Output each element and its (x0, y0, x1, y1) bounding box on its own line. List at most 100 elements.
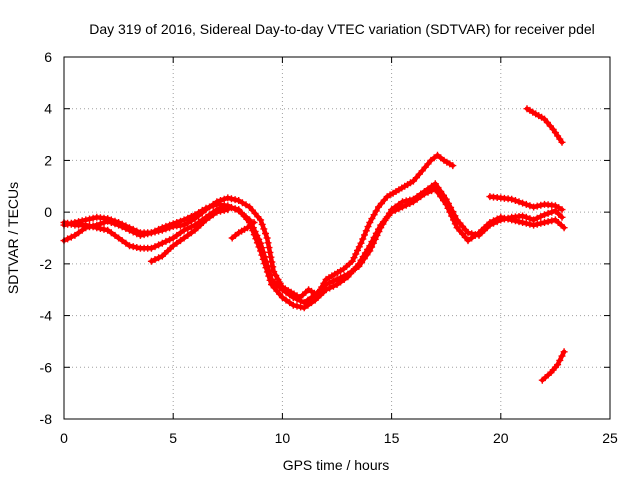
data-point (278, 294, 286, 301)
data-point (266, 276, 274, 284)
data-point (253, 239, 261, 247)
data-point (519, 219, 527, 226)
data-point (544, 209, 552, 217)
data-point (242, 201, 250, 209)
data-point (300, 304, 308, 312)
data-point (155, 241, 163, 249)
data-point (556, 356, 564, 364)
data-point (282, 296, 290, 304)
data-point (173, 219, 181, 226)
data-point (558, 138, 566, 146)
data-point (493, 215, 501, 223)
data-point (206, 213, 214, 221)
data-point (537, 213, 545, 220)
data-point (257, 247, 265, 255)
plot-frame (63, 56, 611, 420)
data-point (177, 237, 184, 245)
data-point (395, 205, 403, 213)
data-point (274, 275, 282, 283)
data-point (75, 229, 83, 237)
data-point (180, 234, 188, 242)
data-point (504, 215, 512, 223)
data-point (191, 211, 199, 219)
data-point (370, 234, 378, 241)
data-point (308, 299, 315, 307)
data-point (133, 244, 141, 251)
data-point (107, 216, 115, 224)
data-point (362, 227, 370, 235)
data-point (209, 202, 217, 210)
x-tick-label: 20 (493, 430, 509, 446)
data-point (169, 242, 177, 250)
data-point (184, 214, 192, 222)
data-point (129, 243, 137, 251)
y-axis-title: SDTVAR / TECUs (5, 182, 21, 294)
data-point (282, 288, 290, 296)
data-point (541, 219, 548, 226)
data-point (147, 229, 155, 237)
data-point (224, 206, 232, 214)
data-point (89, 214, 97, 222)
data-point (258, 220, 266, 228)
axes: 0 5 10 15 20 25 -8 -6 -4 -2 0 2 4 6 (40, 49, 618, 446)
data-point (554, 361, 562, 369)
data-point (359, 235, 367, 243)
data-point (354, 246, 361, 254)
data-point (450, 216, 457, 224)
data-point (434, 189, 442, 197)
data-point (508, 216, 516, 224)
data-point (366, 242, 374, 250)
data-point (448, 212, 456, 220)
data-point (511, 217, 519, 225)
data-point (490, 217, 497, 225)
data-point (184, 225, 192, 232)
data-point (555, 210, 563, 218)
data-point (67, 233, 75, 241)
data-point (515, 218, 523, 226)
data-point (297, 297, 305, 305)
data-point (187, 229, 195, 237)
data-point (537, 201, 545, 209)
data-point (180, 216, 188, 224)
data-point (402, 201, 410, 209)
x-tick-label: 0 (60, 430, 68, 446)
data-point (129, 225, 137, 233)
data-point (357, 256, 365, 264)
data-point (533, 202, 541, 210)
data-point (96, 225, 104, 232)
data-point (364, 245, 372, 253)
data-point (428, 187, 436, 195)
data-point (126, 242, 133, 250)
data-point (187, 223, 195, 231)
chart-title: Day 319 of 2016, Sidereal Day-to-day VTE… (89, 21, 595, 37)
data-point (257, 216, 265, 224)
x-tick-label: 15 (384, 430, 400, 446)
series-track-8 (538, 348, 568, 384)
data-point (155, 254, 163, 262)
data-point (340, 275, 348, 283)
data-point (451, 220, 459, 228)
data-point (486, 219, 494, 226)
data-point (372, 229, 380, 237)
x-tick-label: 10 (275, 430, 291, 446)
series-track-5 (228, 219, 258, 242)
data-point (560, 224, 568, 232)
data-point (263, 268, 271, 276)
data-point (289, 301, 297, 309)
data-point (375, 225, 382, 233)
data-point (368, 215, 376, 223)
data-point (420, 190, 428, 198)
data-point (464, 237, 472, 245)
data-point (122, 222, 130, 230)
x-tick-label: 25 (602, 430, 618, 446)
data-point (278, 286, 286, 294)
data-point (259, 255, 267, 263)
data-point (370, 211, 378, 219)
data-point (231, 196, 239, 204)
data-point (530, 221, 538, 229)
data-point (526, 202, 534, 210)
data-point (151, 243, 159, 251)
data-point (355, 260, 363, 268)
data-point (252, 235, 260, 243)
data-point (111, 231, 119, 239)
